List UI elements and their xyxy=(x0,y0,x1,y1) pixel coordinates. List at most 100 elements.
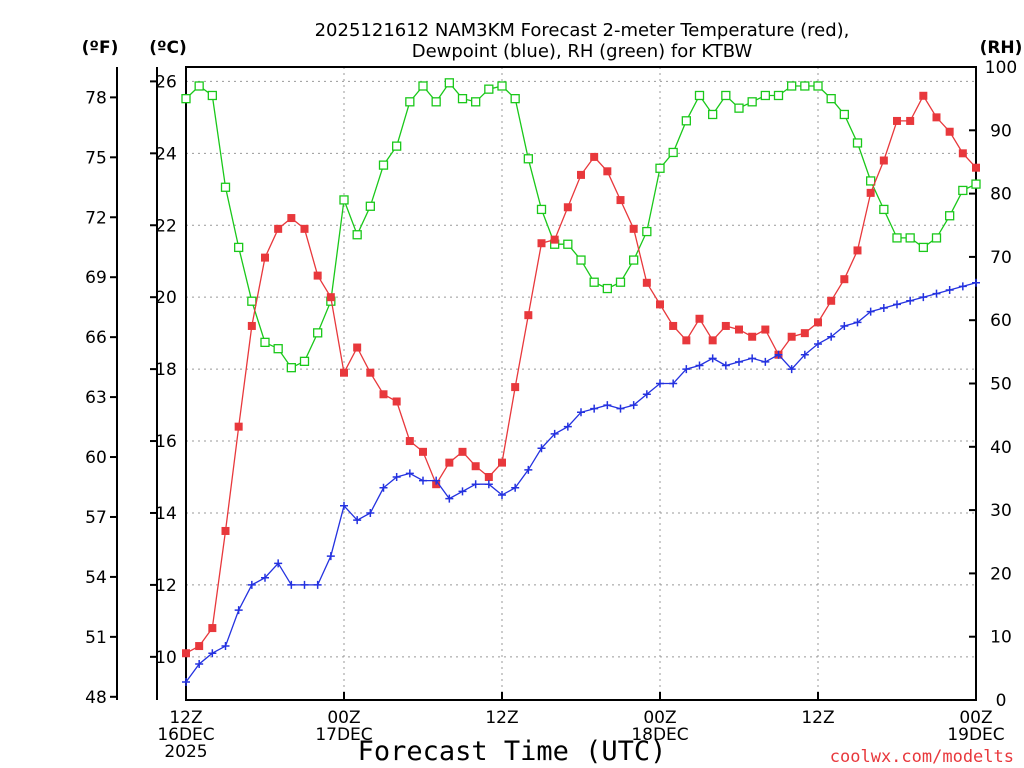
rh-point xyxy=(444,78,454,88)
dewpoint-point xyxy=(326,552,335,561)
temperature-point xyxy=(221,526,230,535)
temperature-point xyxy=(695,314,704,323)
time-tick-label: 19DEC xyxy=(947,725,1004,745)
rh-point xyxy=(523,154,533,164)
temperature-point xyxy=(274,224,283,233)
temperature-point xyxy=(392,397,401,406)
rh-point xyxy=(826,94,836,104)
celsius-ticks: 10 12 14 16 18 20 22 24 26 xyxy=(150,72,177,668)
temperature-point xyxy=(590,152,599,161)
rh-point xyxy=(471,97,481,107)
temperature-point xyxy=(313,271,322,280)
dewpoint-point xyxy=(458,487,467,496)
plot-frame xyxy=(185,66,977,701)
rh-tick-label: 30 xyxy=(990,501,1012,521)
temperature-point xyxy=(300,224,309,233)
time-tick-label: 12Z xyxy=(485,708,518,728)
rh-point xyxy=(721,90,731,101)
rh-point xyxy=(418,81,428,91)
chart-title-line1: 2025121612 NAM3KM Forecast 2-meter Tempe… xyxy=(315,20,850,41)
temperature-point xyxy=(800,329,809,338)
temperature-point xyxy=(537,239,546,248)
temperature-point xyxy=(234,422,243,431)
dewpoint-point xyxy=(550,429,559,438)
rh-point xyxy=(852,138,863,148)
dewpoint-point xyxy=(537,444,546,453)
temperature-point xyxy=(405,437,414,446)
rh-point xyxy=(958,185,968,196)
celsius-tick-label: 18 xyxy=(155,360,177,380)
dewpoint-point xyxy=(247,580,256,589)
rh-point xyxy=(234,242,244,253)
rh-point xyxy=(194,81,204,91)
temperature-point xyxy=(906,116,915,125)
dewpoint-point xyxy=(432,476,441,485)
celsius-tick-label: 16 xyxy=(155,432,177,452)
rh-point xyxy=(787,81,797,91)
celsius-tick-label: 24 xyxy=(155,144,177,164)
dewpoint-point xyxy=(603,401,612,410)
rh-point xyxy=(536,204,547,215)
dewpoint-point xyxy=(879,303,888,312)
temperature-point xyxy=(656,300,664,309)
temperature-point xyxy=(208,624,217,633)
dewpoint-point xyxy=(471,480,480,489)
rh-point xyxy=(286,363,296,373)
time-tick-label: 18DEC xyxy=(631,725,688,745)
time-tick-label: 2025 xyxy=(164,742,207,762)
rh-point xyxy=(747,97,757,107)
temperature-point xyxy=(182,649,190,658)
dewpoint-point xyxy=(919,293,928,302)
rh-point xyxy=(760,90,770,101)
dewpoint-point xyxy=(656,379,664,388)
dewpoint-series xyxy=(182,278,980,687)
rh-point xyxy=(839,109,849,120)
rh-tick-label: 40 xyxy=(990,438,1012,458)
dewpoint-point xyxy=(563,422,572,431)
dewpoint-point xyxy=(840,321,849,330)
temperature-point xyxy=(484,473,493,482)
temperature-point xyxy=(958,149,967,158)
dewpoint-point xyxy=(182,678,190,687)
dewpoint-point xyxy=(590,404,599,413)
temperature-point xyxy=(761,325,770,334)
rh-tick-label: 90 xyxy=(990,121,1012,141)
temperature-point xyxy=(919,91,928,100)
rh-point xyxy=(602,283,612,294)
dewpoint-point xyxy=(682,365,691,374)
rh-point xyxy=(299,356,310,366)
rh-point xyxy=(392,141,402,151)
fahrenheit-tick-label: 63 xyxy=(85,388,107,408)
dewpoint-point xyxy=(313,580,322,589)
dewpoint-point xyxy=(221,642,230,651)
dewpoint-point xyxy=(498,490,506,499)
celsius-tick-label: 10 xyxy=(155,648,177,668)
rh-point xyxy=(879,204,889,215)
dewpoint-point xyxy=(379,483,388,492)
temperature-point xyxy=(471,462,480,471)
temperature-series xyxy=(182,91,980,658)
temperature-point xyxy=(340,368,348,377)
rh-point xyxy=(773,90,784,101)
rh-point xyxy=(971,179,981,189)
temperature-line xyxy=(185,94,977,654)
temperature-point xyxy=(893,116,901,125)
dewpoint-point xyxy=(616,404,625,413)
rh-point xyxy=(813,81,823,91)
time-tick-label: 16DEC xyxy=(157,725,214,745)
credit-link[interactable]: coolwx.com/modelts xyxy=(830,747,1014,767)
rh-point xyxy=(405,97,415,107)
dewpoint-point xyxy=(234,606,243,615)
rh-point xyxy=(260,337,270,348)
dewpoint-point xyxy=(972,278,980,287)
rh-point xyxy=(615,277,626,287)
rh-point xyxy=(589,277,599,287)
temperature-point xyxy=(247,321,256,330)
dewpoint-point xyxy=(814,339,822,348)
temperature-point xyxy=(629,224,638,233)
rh-tick-label: 20 xyxy=(990,564,1012,584)
rh-point xyxy=(497,81,507,91)
rh-point xyxy=(378,160,389,170)
dewpoint-point xyxy=(735,357,743,366)
dewpoint-line xyxy=(185,282,977,683)
